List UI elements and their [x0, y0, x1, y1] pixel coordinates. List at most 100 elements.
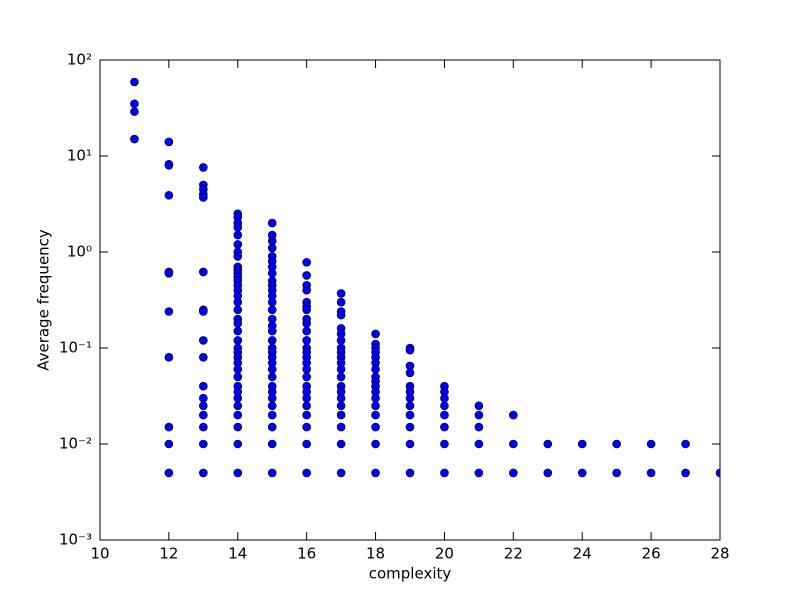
point	[302, 336, 311, 345]
point	[302, 326, 311, 336]
point	[267, 305, 277, 315]
point	[681, 468, 690, 478]
point	[405, 401, 415, 411]
x-tick-label: 20	[435, 545, 454, 563]
point	[302, 468, 311, 478]
point	[646, 468, 656, 478]
plot-points	[130, 77, 720, 478]
point	[440, 410, 449, 420]
point	[509, 410, 518, 420]
point	[233, 372, 243, 382]
point	[130, 134, 139, 144]
x-tick-label: 18	[366, 545, 385, 563]
point	[233, 326, 243, 336]
point	[199, 422, 208, 432]
point	[267, 218, 277, 228]
x-tick-label: 12	[159, 545, 178, 563]
point	[267, 439, 277, 449]
x-tick-label: 28	[710, 545, 729, 563]
point	[302, 439, 311, 449]
point	[440, 439, 449, 449]
point	[302, 364, 311, 374]
point	[336, 439, 346, 449]
point	[233, 401, 243, 411]
point	[371, 468, 380, 478]
point	[233, 468, 243, 478]
point	[164, 422, 174, 432]
point	[302, 401, 311, 411]
x-tick-label: 26	[642, 545, 661, 563]
point	[371, 364, 380, 374]
point	[164, 439, 174, 449]
point	[199, 267, 208, 277]
point	[371, 393, 380, 403]
point	[233, 336, 243, 345]
point	[371, 329, 380, 339]
point	[233, 410, 243, 420]
point	[199, 410, 208, 420]
point	[267, 326, 277, 336]
point	[371, 422, 380, 432]
point	[336, 336, 346, 345]
y-tick-label: 10⁻²	[59, 435, 92, 453]
point	[715, 468, 720, 478]
point	[646, 439, 656, 449]
point	[336, 289, 346, 298]
point	[543, 468, 553, 478]
point	[164, 190, 174, 200]
point	[267, 243, 277, 253]
point	[681, 439, 690, 449]
point	[336, 401, 346, 411]
point	[405, 368, 415, 378]
point	[440, 468, 449, 478]
point	[336, 310, 346, 320]
point	[509, 468, 518, 478]
point	[577, 468, 587, 478]
y-tick-label: 10⁻¹	[59, 339, 92, 357]
point	[371, 410, 380, 420]
point	[164, 137, 174, 147]
point	[233, 422, 243, 432]
point	[336, 393, 346, 403]
point	[233, 393, 243, 403]
point	[233, 439, 243, 449]
point	[302, 393, 311, 403]
point	[267, 410, 277, 420]
point	[612, 439, 621, 449]
point	[233, 223, 243, 232]
point	[336, 468, 346, 478]
point	[509, 439, 518, 449]
point	[302, 372, 311, 382]
point	[405, 468, 415, 478]
point	[267, 268, 277, 278]
point	[233, 240, 243, 249]
point	[267, 336, 277, 345]
point	[267, 401, 277, 411]
point	[164, 353, 174, 362]
point	[199, 336, 208, 345]
point	[612, 468, 621, 478]
point	[233, 230, 243, 240]
x-tick-label: 24	[573, 545, 592, 563]
point	[302, 410, 311, 420]
point	[336, 364, 346, 374]
point	[474, 422, 484, 432]
y-tick-label: 10⁰	[67, 243, 92, 261]
point	[302, 285, 311, 295]
point	[164, 307, 174, 316]
point	[336, 297, 346, 307]
point	[336, 410, 346, 420]
point	[164, 161, 174, 170]
point	[199, 163, 208, 172]
point	[267, 372, 277, 382]
point	[199, 439, 208, 449]
point	[405, 345, 415, 355]
point	[302, 305, 311, 315]
point	[267, 364, 277, 374]
point	[405, 393, 415, 403]
y-tick-label: 10²	[67, 51, 92, 69]
point	[199, 193, 208, 202]
point	[440, 422, 449, 432]
